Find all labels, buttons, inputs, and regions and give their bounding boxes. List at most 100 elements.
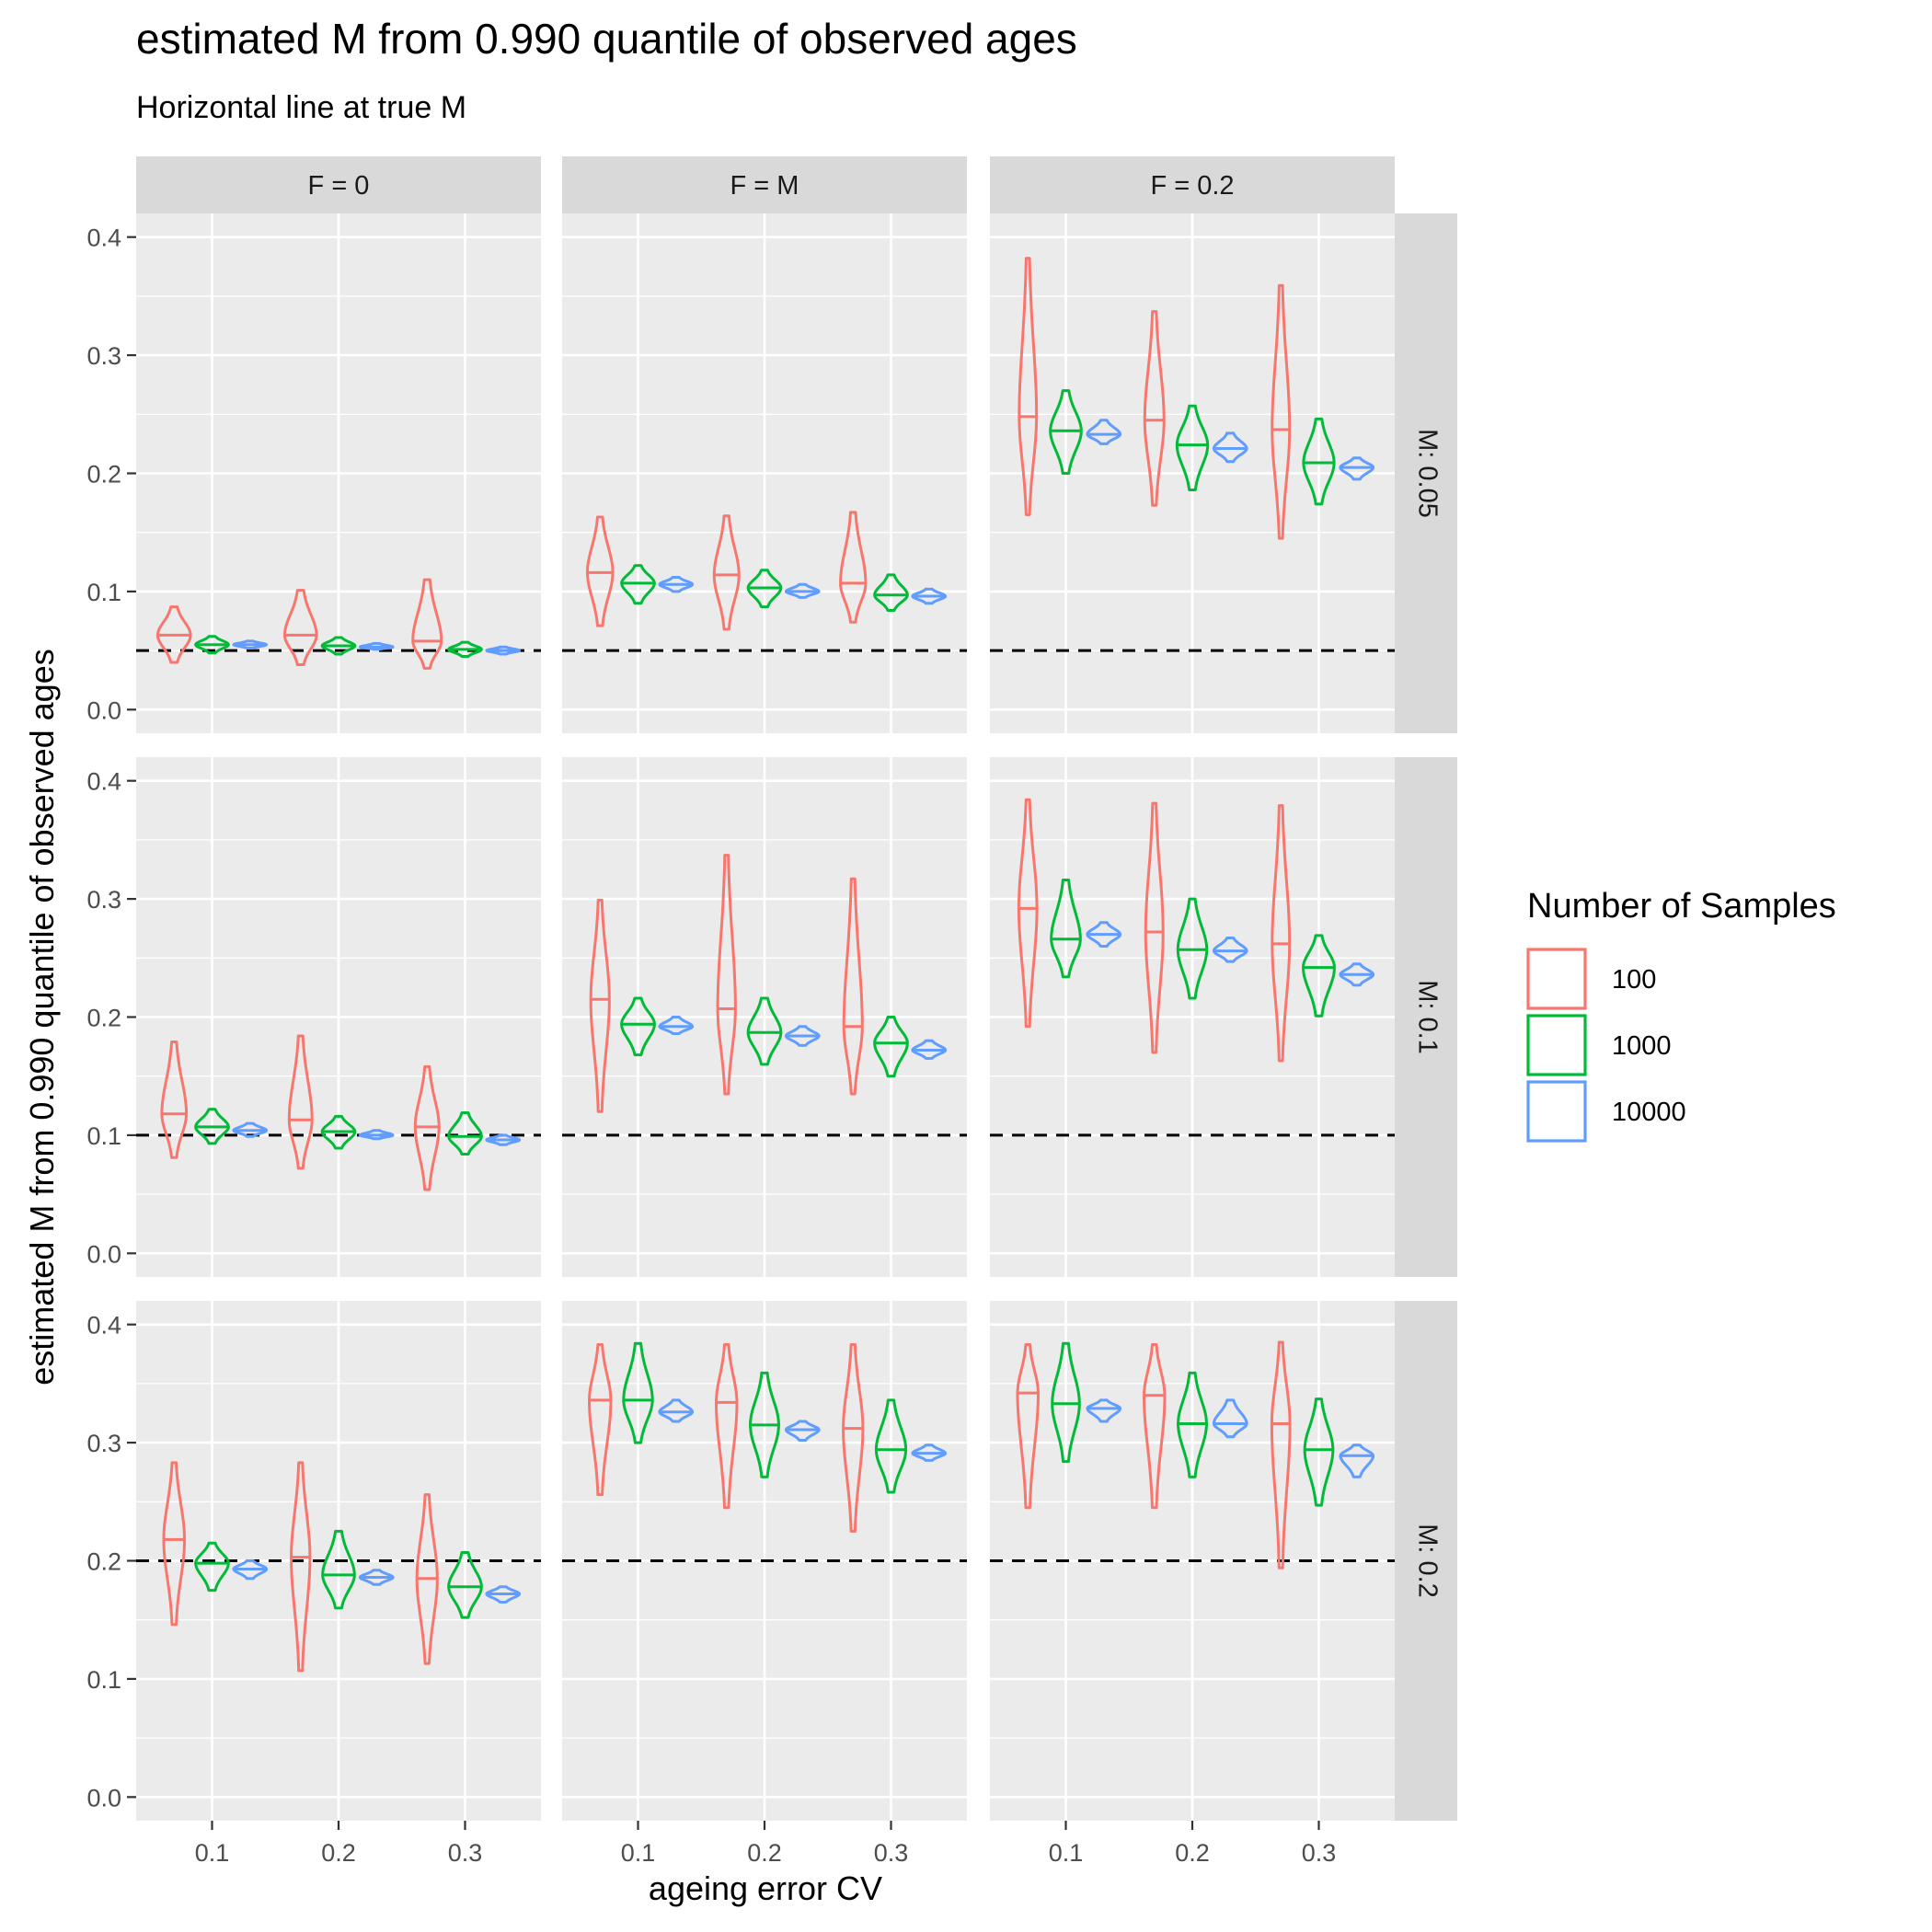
violin-10000 [1086,921,1122,948]
y-tick-label: 0.2 [86,461,121,489]
violin-10000 [784,1025,821,1047]
violin-10000 [784,582,821,599]
col-strip-label: F = 0 [308,171,370,201]
violin-100 [155,605,192,664]
violin-1000 [194,635,230,655]
violin-10000 [1086,419,1122,445]
violin-100 [413,1064,441,1191]
legend-key-100 [1526,948,1587,1010]
row-strip [1395,757,1457,1277]
x-tick-label: 0.2 [1175,1839,1210,1867]
violin-100 [415,1493,439,1665]
violin-100 [162,1461,186,1627]
violin-10000 [1339,962,1375,987]
x-tick-label: 0.1 [621,1839,656,1867]
violin-1000 [749,1371,780,1478]
violin-1000 [194,1108,230,1145]
violin-1000 [874,1398,908,1494]
violin-100 [1018,257,1039,516]
legend-label: 1000 [1612,1031,1672,1061]
legend-key-background [1525,948,1588,1010]
violin-10000 [1339,456,1375,481]
legend-title: Number of Samples [1527,887,1836,926]
col-strip-label: F = M [730,171,799,201]
y-tick-label: 0.3 [86,1430,121,1457]
row-strip-label: M: 0.1 [1412,980,1442,1054]
violin-1000 [1303,1397,1335,1507]
y-tick-label: 0.0 [86,696,121,724]
violin-10000 [1212,431,1248,464]
violin-1000 [620,564,656,605]
violin-100 [290,1461,312,1673]
legend-key-10000 [1526,1080,1587,1143]
violin-10000 [358,1569,395,1586]
violin-10000 [658,1398,695,1423]
violin-1000 [1049,389,1083,475]
row-strip-label: M: 0.2 [1412,1524,1442,1598]
violin-1000 [320,636,357,656]
violin-100 [1270,1340,1292,1570]
legend-label: 100 [1612,965,1656,995]
violin-100 [1016,1343,1040,1510]
violin-100 [1271,283,1292,540]
violin-10000 [658,576,695,593]
violin-1000 [1051,1341,1081,1464]
violin-10000 [1212,936,1248,963]
x-tick-label: 0.3 [1302,1839,1337,1867]
row-strip [1395,213,1457,733]
violin-100 [715,1343,739,1510]
violin-10000 [485,1585,522,1604]
violin-100 [586,515,615,627]
violin-100 [1271,804,1292,1063]
y-tick-label: 0.0 [86,1240,121,1268]
y-tick-label: 0.3 [86,342,121,370]
violin-1000 [194,1541,230,1593]
violin-1000 [447,1551,483,1619]
violin-1000 [1175,404,1210,491]
x-tick-label: 0.2 [747,1839,782,1867]
violin-100 [712,514,741,631]
violin-100 [839,511,868,624]
violin-1000 [447,1111,483,1156]
violin-1000 [1050,879,1082,979]
violin-100 [160,1040,189,1159]
violin-100 [1143,310,1166,507]
violin-1000 [873,1016,909,1078]
violin-1000 [746,569,783,609]
x-axis-title: ageing error CV [649,1869,882,1907]
violin-1000 [622,1341,654,1444]
y-tick-label: 0.2 [86,1548,121,1576]
legend-label: 10000 [1612,1098,1686,1127]
violin-100 [716,854,737,1096]
x-tick-label: 0.1 [195,1839,230,1867]
y-tick-label: 0.1 [86,579,121,606]
violin-1000 [1302,417,1336,506]
violin-100 [287,1034,314,1170]
violin-1000 [620,996,656,1057]
violin-10000 [485,1133,522,1146]
violin-1000 [1302,934,1336,1018]
y-tick-label: 0.1 [86,1666,121,1694]
chart-subtitle: Horizontal line at true M [136,90,466,125]
legend-key-background [1525,1014,1588,1076]
y-tick-label: 0.0 [86,1784,121,1811]
violin-100 [588,1343,613,1497]
violin-1000 [1177,1371,1208,1478]
violin-10000 [232,1121,269,1138]
violin-100 [1017,798,1039,1029]
violin-1000 [321,1529,356,1610]
y-tick-label: 0.4 [86,1312,121,1340]
x-tick-label: 0.2 [321,1839,356,1867]
y-tick-label: 0.2 [86,1005,121,1032]
col-strip [136,156,541,213]
violin-1000 [1176,897,1209,1000]
row-strip-label: M: 0.05 [1412,429,1442,518]
y-tick-label: 0.4 [86,768,121,796]
x-tick-label: 0.3 [448,1839,483,1867]
x-tick-label: 0.3 [874,1839,909,1867]
violin-10000 [784,1420,821,1443]
col-strip-label: F = 0.2 [1150,171,1234,201]
y-axis-title: estimated M from 0.990 quantile of obser… [23,649,61,1385]
violin-10000 [1086,1398,1122,1423]
